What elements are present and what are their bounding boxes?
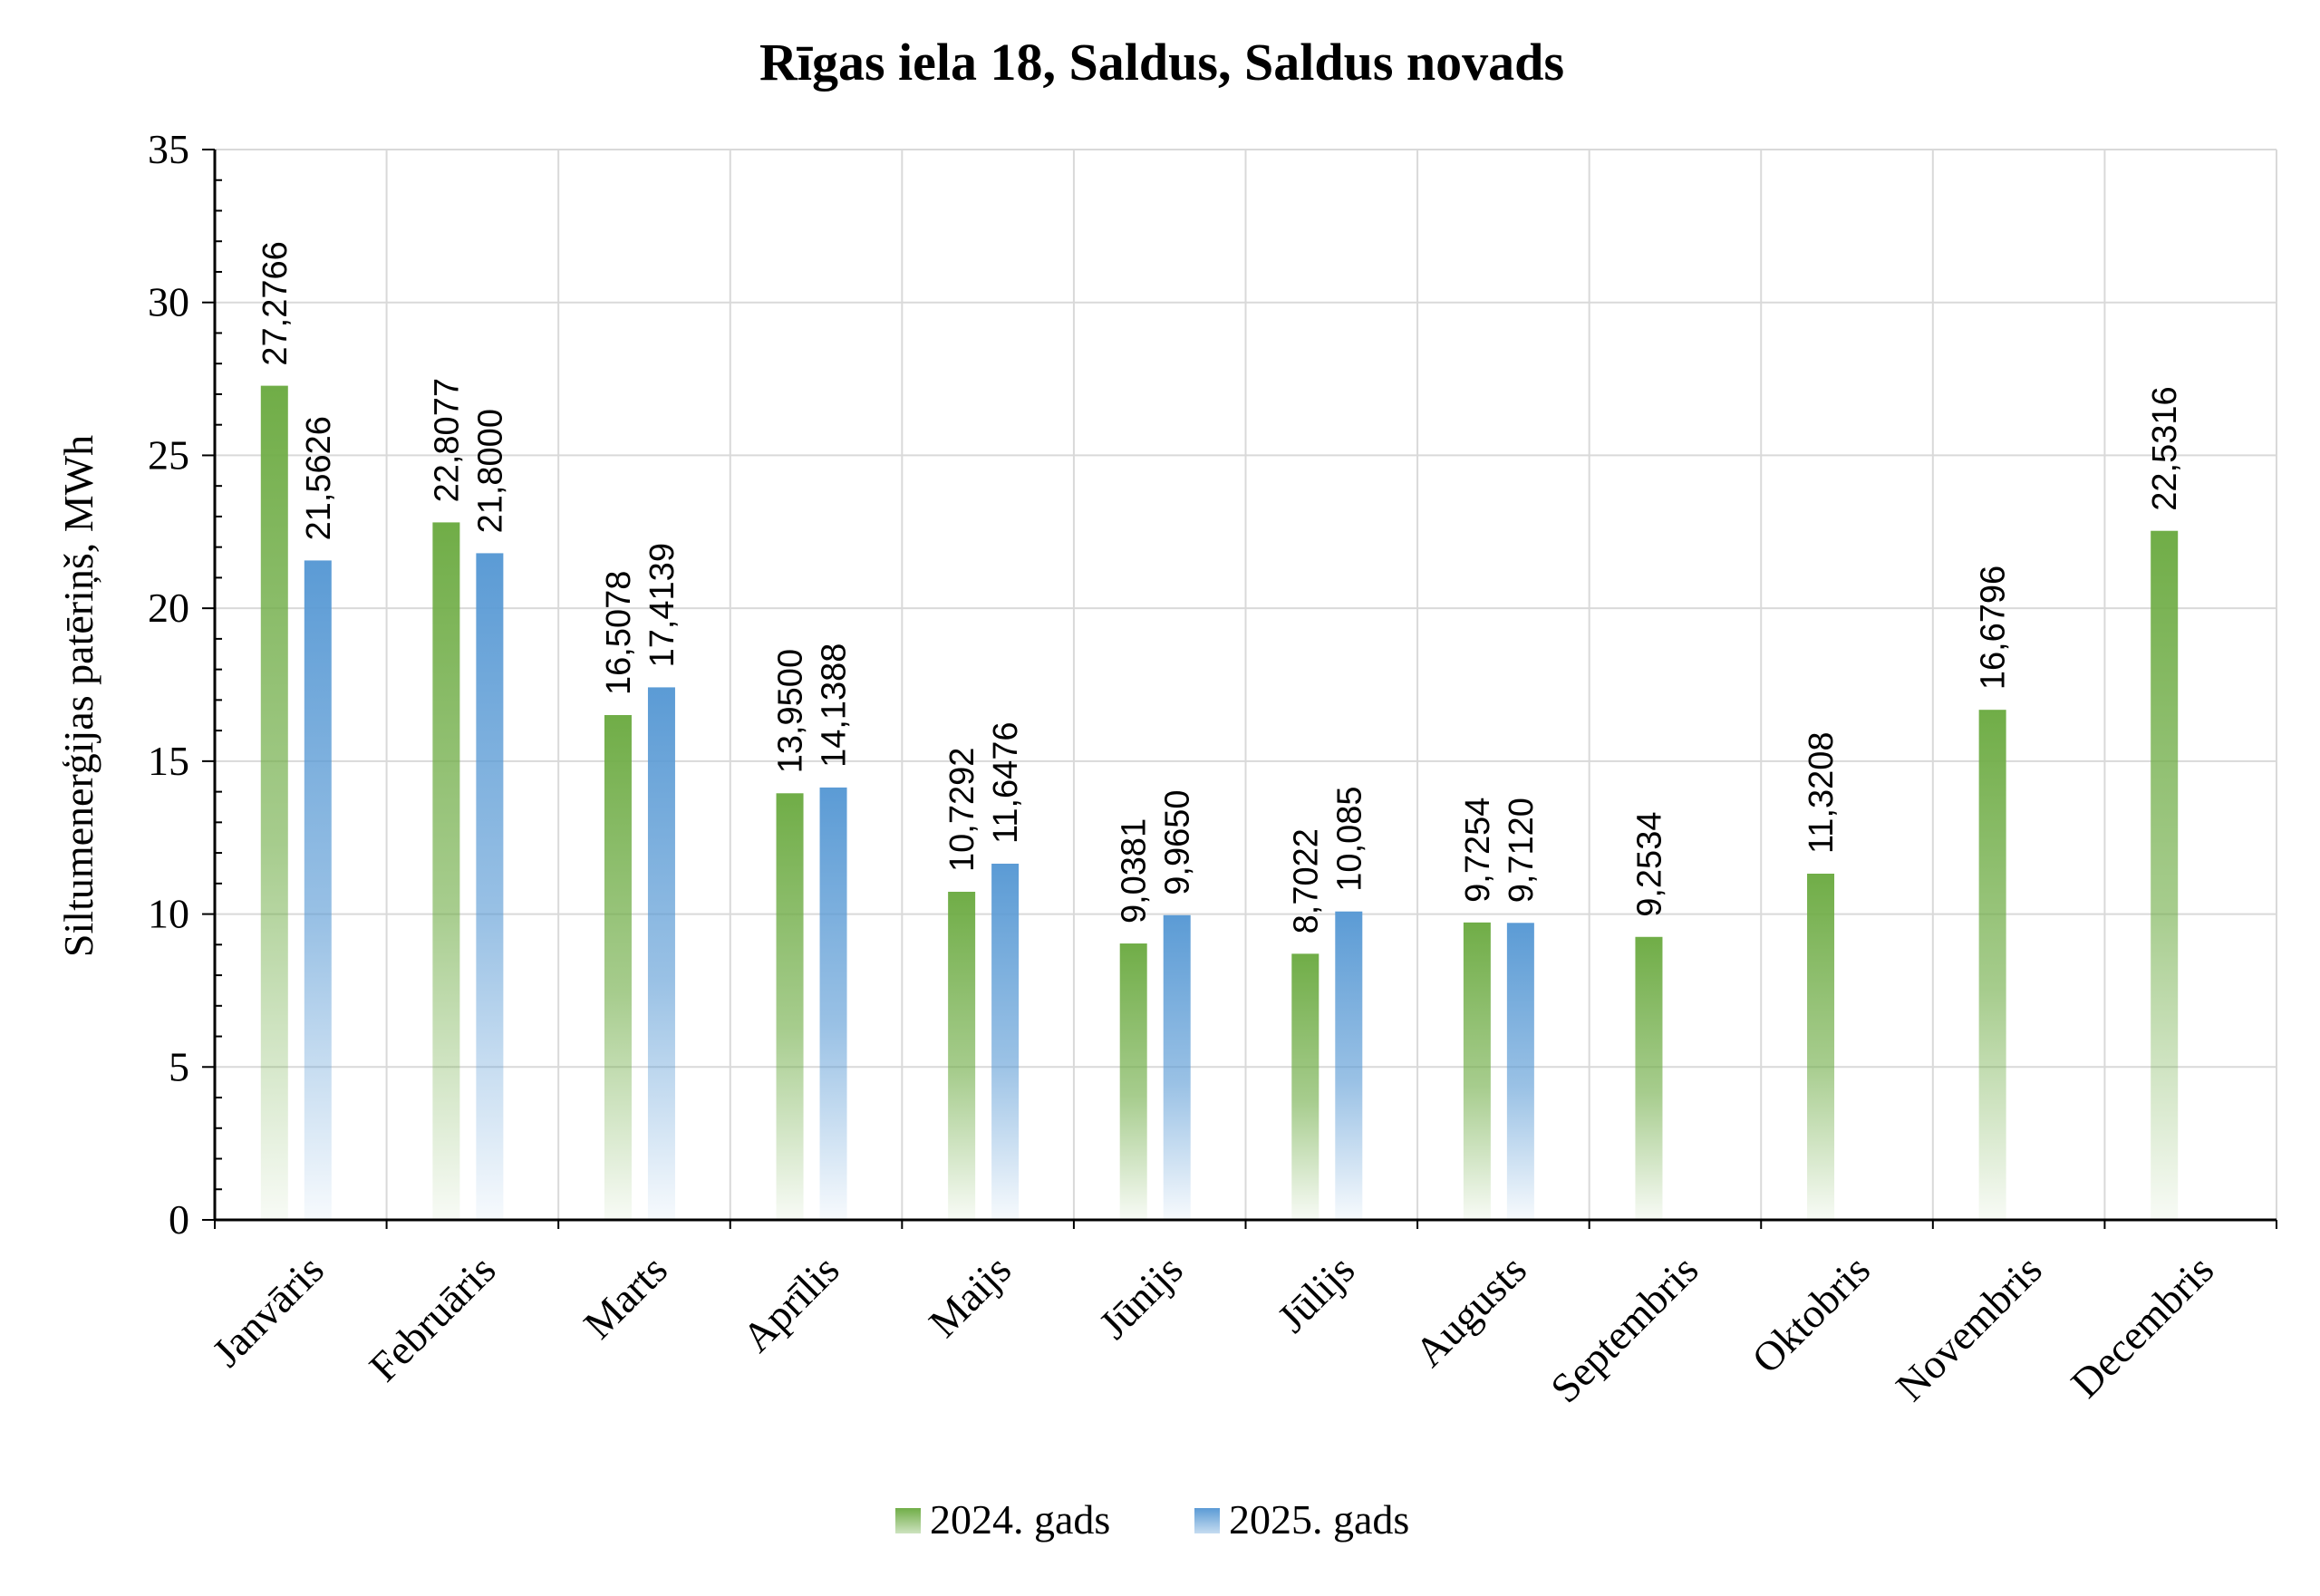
data-label-2025-6: 10,085	[1330, 786, 1368, 891]
data-label-2024-4: 10,7292	[943, 748, 981, 872]
bar-2025-7	[1506, 923, 1534, 1220]
y-tick-label: 30	[148, 279, 189, 325]
bar-2024-9	[1807, 874, 1835, 1220]
bar-2024-2	[604, 714, 632, 1220]
bar-2025-1	[476, 553, 504, 1220]
y-tick-label: 35	[148, 126, 189, 172]
bar-2025-6	[1335, 911, 1363, 1220]
bar-2025-2	[647, 687, 675, 1220]
data-label-2025-1: 21,8000	[471, 409, 509, 533]
bar-2024-7	[1463, 922, 1491, 1220]
bar-2024-8	[1635, 936, 1663, 1220]
x-tick-label: Maijs	[920, 1246, 1020, 1346]
bar-2024-5	[1119, 943, 1147, 1220]
legend-label-2025: 2025. gads	[1229, 1496, 1409, 1543]
data-label-2024-10: 16,6796	[1975, 566, 2013, 690]
x-tick-label: Februāris	[361, 1246, 505, 1390]
data-label-2024-3: 13,9500	[772, 649, 810, 773]
y-tick-label: 5	[169, 1043, 189, 1089]
bar-2025-3	[819, 787, 847, 1220]
data-label-2024-6: 8,7022	[1287, 828, 1325, 933]
data-label-2025-5: 9,9650	[1159, 790, 1197, 895]
chart-title: Rīgas iela 18, Saldus, Saldus novads	[759, 33, 1564, 92]
data-label-2025-7: 9,7120	[1503, 798, 1541, 903]
bar-2024-1	[432, 522, 460, 1220]
y-tick-label: 20	[148, 585, 189, 631]
x-tick-label: Jūnijs	[1090, 1246, 1192, 1348]
data-label-2024-2: 16,5078	[600, 571, 638, 695]
x-tick-label: Novembris	[1887, 1246, 2051, 1410]
x-tick-label: Decembris	[2062, 1246, 2222, 1407]
y-tick-label: 10	[148, 891, 189, 937]
y-tick-label: 25	[148, 431, 189, 478]
bars	[260, 385, 2179, 1220]
x-tick-label: Augusts	[1406, 1246, 1535, 1376]
data-label-2025-2: 17,4139	[643, 543, 682, 667]
x-tick-label: Aprīlis	[733, 1246, 847, 1360]
y-tick-label: 15	[148, 738, 189, 784]
bar-2024-3	[776, 793, 804, 1220]
axes: 0 5 10 15 20 25 30 35 Janvāris Februāris Marts Aprī…	[148, 126, 2277, 1411]
gridlines	[215, 149, 2277, 1220]
bar-2024-4	[948, 891, 976, 1220]
legend-swatch-2025	[1194, 1508, 1220, 1533]
data-label-2025-0: 21,5626	[300, 416, 338, 540]
x-tick-label: Oktobris	[1743, 1246, 1879, 1382]
data-label-2024-0: 27,2766	[256, 241, 295, 365]
x-tick-label: Jūlijs	[1269, 1246, 1364, 1341]
x-tick-label: Septembris	[1542, 1246, 1706, 1411]
bar-2024-6	[1291, 953, 1320, 1220]
data-label-2025-3: 14,1388	[816, 643, 854, 768]
bar-2025-0	[304, 560, 332, 1220]
data-label-2024-1: 22,8077	[428, 378, 466, 502]
data-label-2024-11: 22,5316	[2146, 386, 2184, 510]
bar-2024-10	[1978, 710, 2006, 1220]
data-label-2025-4: 11,6476	[987, 721, 1025, 844]
legend-swatch-2024	[895, 1508, 921, 1533]
y-axis-label: Siltumenerģijas patēriņš, MWh	[55, 435, 102, 957]
data-label-2024-5: 9,0381	[1116, 818, 1154, 924]
bar-2024-11	[2151, 530, 2179, 1220]
legend: 2024. gads 2025. gads	[895, 1496, 1409, 1543]
bar-2024-0	[260, 385, 288, 1220]
data-label-2024-9: 11,3208	[1803, 731, 1841, 854]
x-tick-label: Janvāris	[203, 1246, 333, 1376]
x-tick-label: Marts	[575, 1246, 676, 1348]
bar-2025-5	[1163, 914, 1191, 1220]
data-labels: 27,2766 21,5626 22,8077 21,8000 16,5078 17,41…	[256, 241, 2184, 933]
y-tick-label: 0	[169, 1196, 189, 1243]
bar-2025-4	[991, 863, 1020, 1220]
data-label-2024-7: 9,7254	[1459, 798, 1497, 903]
legend-label-2024: 2024. gads	[930, 1496, 1110, 1543]
data-label-2024-8: 9,2534	[1630, 812, 1668, 917]
